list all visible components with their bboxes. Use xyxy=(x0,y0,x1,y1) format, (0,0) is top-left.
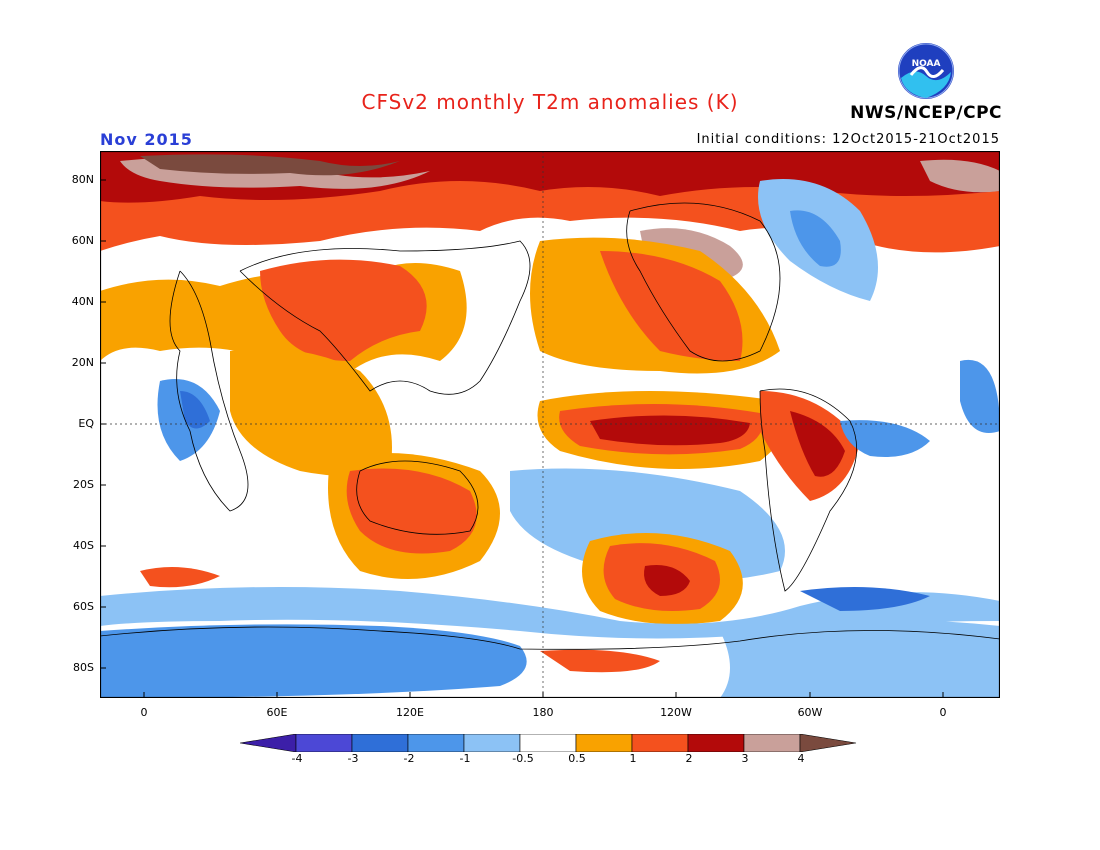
ytick-label: 60N xyxy=(71,234,94,247)
map-frame xyxy=(100,151,1000,698)
colorbar-label: -0.5 xyxy=(512,752,534,765)
colorbar-cell xyxy=(519,734,577,752)
xtick-label: 120W xyxy=(660,706,692,719)
colorbar-cell xyxy=(687,734,745,752)
colorbar-cell xyxy=(407,734,465,752)
colorbar-cell xyxy=(575,734,633,752)
anomaly-field xyxy=(100,151,1000,698)
xtick-label: 0 xyxy=(939,706,947,719)
colorbar-label: -3 xyxy=(347,752,359,765)
colorbar-label: 2 xyxy=(685,752,693,765)
xtick-label: 180 xyxy=(532,706,554,719)
ytick-label: 40N xyxy=(71,295,94,308)
colorbar-cell xyxy=(351,734,409,752)
graticule xyxy=(100,151,1000,698)
xtick-label: 60E xyxy=(266,706,288,719)
xtick-label: 120E xyxy=(396,706,424,719)
ytick-label: 20N xyxy=(71,356,94,369)
colorbar-label: 4 xyxy=(797,752,805,765)
coastlines xyxy=(100,202,1000,650)
xtick-label: 0 xyxy=(140,706,148,719)
colorbar-cell xyxy=(295,734,353,752)
colorbar xyxy=(240,734,857,752)
colorbar-cell xyxy=(631,734,689,752)
map-title: CFSv2 monthly T2m anomalies (K) xyxy=(361,90,739,114)
colorbar-label: 1 xyxy=(629,752,637,765)
ytick-label: 40S xyxy=(73,539,94,552)
ytick-label: 20S xyxy=(73,478,94,491)
agency-label: NWS/NCEP/CPC xyxy=(850,103,1002,123)
colorbar-label: 0.5 xyxy=(568,752,586,765)
colorbar-label: -4 xyxy=(291,752,303,765)
colorbar-cell xyxy=(743,734,801,752)
colorbar-cell xyxy=(799,734,857,752)
ytick-label: EQ xyxy=(78,417,94,430)
colorbar-label: -1 xyxy=(459,752,471,765)
forecast-period: Nov 2015 xyxy=(100,130,193,149)
logo-text: NOAA xyxy=(912,59,941,69)
xtick-label: 60W xyxy=(797,706,823,719)
colorbar-label: 3 xyxy=(741,752,749,765)
initial-conditions-label: Initial conditions: 12Oct2015-21Oct2015 xyxy=(696,132,1000,147)
colorbar-cell xyxy=(463,734,521,752)
ytick-label: 80S xyxy=(73,661,94,674)
ytick-label: 60S xyxy=(73,600,94,613)
anomaly-map xyxy=(100,151,1000,698)
colorbar-cell xyxy=(240,734,297,752)
noaa-logo-icon: NOAA xyxy=(898,43,954,99)
ytick-label: 80N xyxy=(71,173,94,186)
colorbar-label: -2 xyxy=(403,752,415,765)
